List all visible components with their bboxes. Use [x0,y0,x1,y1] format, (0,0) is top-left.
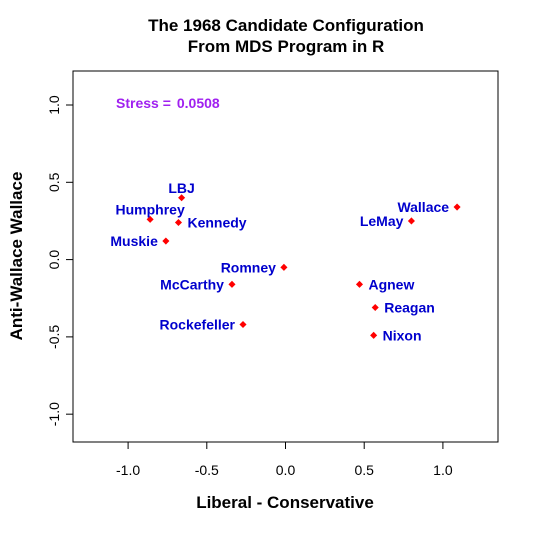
x-tick-label: -1.0 [116,462,140,478]
x-tick-label: 0.5 [354,462,374,478]
y-tick-label: -0.5 [46,325,62,349]
point-label: Nixon [383,327,422,343]
y-axis: -1.0 -0.5 0.0 0.5 1.0 [46,95,73,426]
x-tick-label: -0.5 [195,462,219,478]
point-marker [228,280,236,288]
plot-frame [72,70,499,443]
point-marker [174,218,182,227]
point-label: Romney [221,259,276,275]
point-label: Agnew [368,276,414,292]
stress-label: Stress = [116,95,171,111]
point-marker [280,263,288,271]
stress-annotation: Stress = 0.0508 [116,95,220,111]
x-tick-label: 0.0 [276,462,296,478]
point-marker [453,203,461,211]
point-label: Humphrey [116,201,185,217]
y-tick-label: 0.5 [46,172,62,192]
x-axis: -1.0 -0.5 0.0 0.5 1.0 [116,442,453,478]
point-marker [146,215,154,223]
y-axis-label: Anti-Wallace Wallace [7,172,26,341]
chart-title-line1: The 1968 Candidate Configuration [148,16,424,35]
point-marker [371,303,379,312]
point-label: Reagan [384,300,435,316]
point-marker [370,331,378,339]
point-marker [178,194,186,202]
x-tick-label: 1.0 [433,462,453,478]
x-axis-label: Liberal - Conservative [196,493,374,512]
point-label: Muskie [110,233,158,249]
y-tick-label: -1.0 [46,402,62,426]
stress-value: 0.0508 [177,95,220,111]
point-marker [162,237,170,245]
chart-title-line2: From MDS Program in R [188,37,384,56]
y-tick-label: 1.0 [46,95,62,115]
point-label: LBJ [168,180,194,196]
point-marker [355,280,364,288]
point-label: Rockefeller [160,317,236,333]
point-marker [407,217,415,225]
point-label: LeMay [360,213,404,229]
point-marker [239,320,247,329]
point-label: Kennedy [187,214,246,230]
point-label: Wallace [397,199,449,215]
point-label: McCarthy [160,276,224,292]
y-tick-label: 0.0 [46,250,62,270]
